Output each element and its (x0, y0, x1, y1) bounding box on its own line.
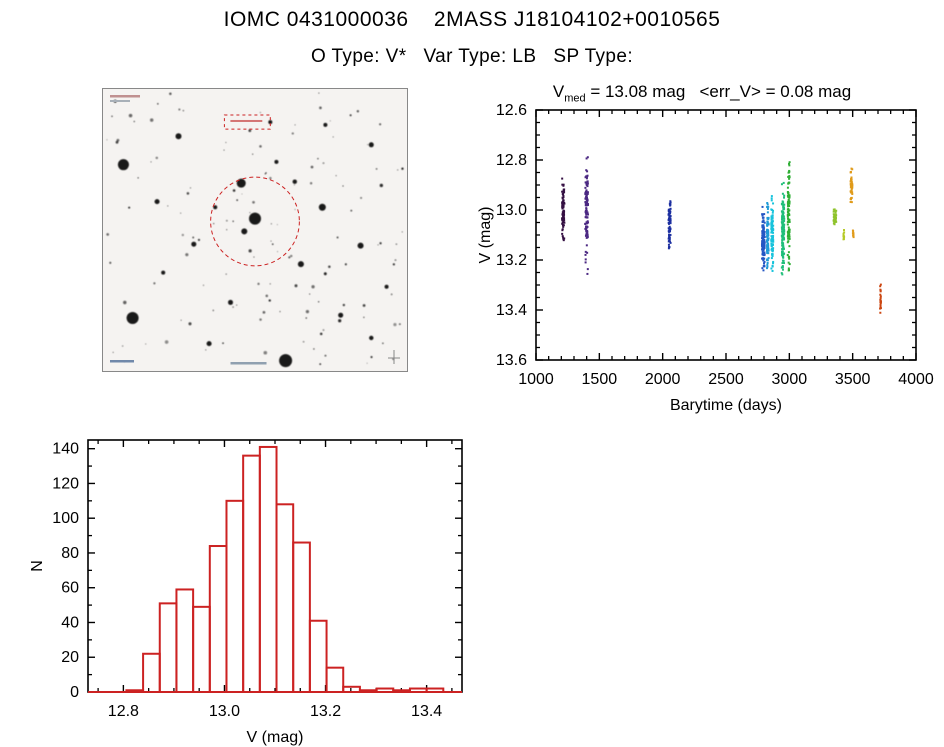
svg-text:0: 0 (70, 684, 79, 701)
svg-text:13.0: 13.0 (496, 202, 527, 219)
svg-text:12.8: 12.8 (108, 703, 139, 720)
svg-text:3000: 3000 (772, 371, 808, 388)
lightcurve-svg: 1000 1500 2000 2500 3000 3500 4000 12.6 12.8 13.0… (477, 102, 934, 414)
magnitude-histogram-plot: 12.8 13.0 13.2 13.4 0 20 40 60 80 100 120 140 V (mag… (18, 428, 488, 746)
svg-text:80: 80 (61, 545, 79, 562)
svg-text:4000: 4000 (898, 371, 934, 388)
svg-text:40: 40 (61, 614, 79, 631)
svg-text:120: 120 (52, 475, 79, 492)
lightcurve-stats: Vmed = 13.08 mag <err_V> = 0.08 mag (460, 82, 944, 104)
svg-text:13.6: 13.6 (496, 352, 527, 369)
star-field (106, 92, 404, 368)
svg-text:2500: 2500 (708, 371, 744, 388)
svg-text:13.4: 13.4 (496, 302, 527, 319)
svg-text:60: 60 (61, 580, 79, 597)
svg-text:1000: 1000 (518, 371, 554, 388)
stats-med-subscript: med (564, 92, 586, 105)
page-subtitle: O Type: V* Var Type: LB SP Type: (310, 46, 634, 67)
svg-text:N: N (29, 560, 46, 572)
histogram-svg: 12.8 13.0 13.2 13.4 0 20 40 60 80 100 120 140 V (mag… (29, 439, 463, 746)
svg-text:12.8: 12.8 (496, 152, 527, 169)
svg-text:20: 20 (61, 649, 79, 666)
svg-text:V (mag): V (mag) (247, 729, 304, 746)
svg-text:13.2: 13.2 (496, 252, 527, 269)
target-circle (210, 176, 300, 267)
finding-chart-image (102, 88, 408, 372)
svg-text:13.2: 13.2 (310, 703, 341, 720)
svg-text:100: 100 (52, 510, 79, 527)
svg-text:3500: 3500 (835, 371, 871, 388)
page-title: IOMC 0431000036 2MASS J18104102+0010565 (223, 8, 721, 31)
svg-text:140: 140 (52, 441, 79, 458)
lightcurve-points (561, 156, 882, 314)
svg-text:13.0: 13.0 (209, 703, 240, 720)
svg-text:12.6: 12.6 (496, 102, 527, 119)
lightcurve-plot: 1000 1500 2000 2500 3000 3500 4000 12.6 12.8 13.0… (460, 100, 944, 422)
svg-text:1500: 1500 (582, 371, 618, 388)
stats-v-symbol: V (552, 82, 565, 101)
svg-text:V (mag): V (mag) (477, 207, 494, 264)
svg-text:13.4: 13.4 (411, 703, 442, 720)
svg-text:Barytime (days): Barytime (days) (670, 397, 782, 414)
svg-text:2000: 2000 (645, 371, 681, 388)
finding-chart-svg (102, 88, 408, 372)
stats-values: = 13.08 mag <err_V> = 0.08 mag (585, 82, 852, 101)
